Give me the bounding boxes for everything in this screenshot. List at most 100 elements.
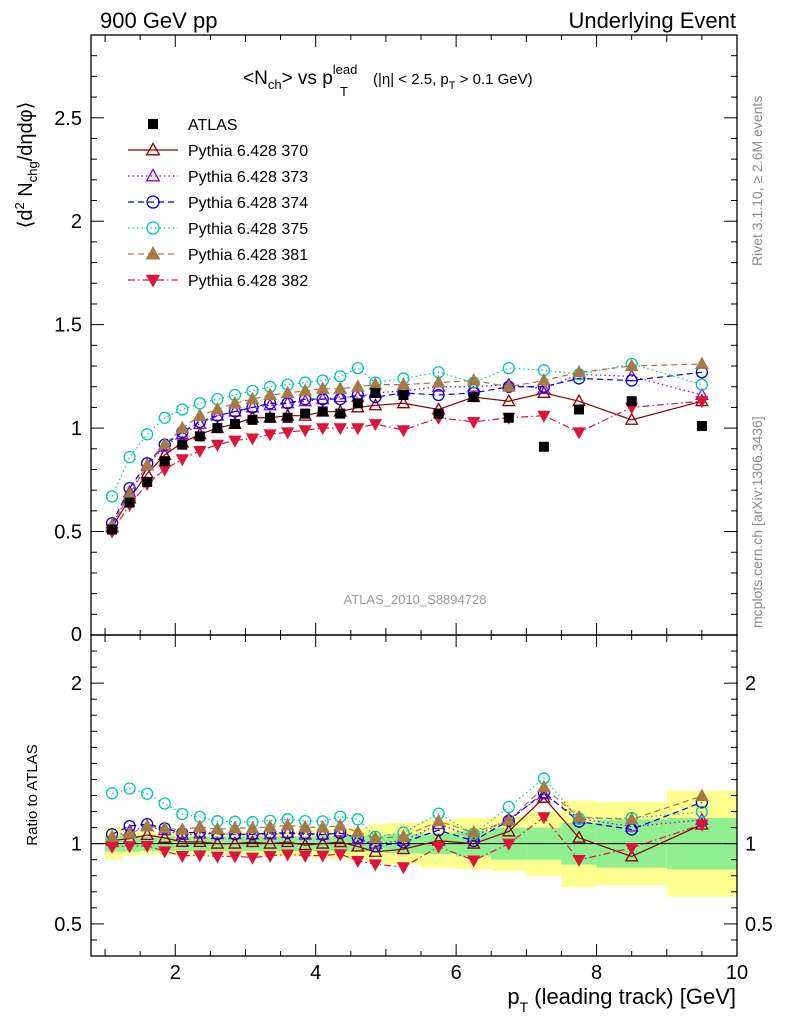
ratio-point-373	[624, 819, 639, 832]
point-382	[158, 464, 172, 477]
title-T-sub: T	[340, 84, 348, 99]
ratio-point-382	[431, 841, 446, 854]
point-382	[210, 439, 225, 452]
legend-label-381: Pythia 6.428 381	[188, 247, 308, 264]
point-381	[175, 420, 190, 434]
title-main: <N	[243, 68, 268, 89]
series-ratio-381	[105, 779, 709, 844]
ratio-point-382	[280, 849, 295, 862]
point-ATLAS	[177, 439, 188, 450]
point-ATLAS	[282, 412, 293, 423]
title-cut-sub: T	[449, 80, 456, 92]
legend-marker-375	[146, 221, 160, 235]
ratio-point-375	[176, 807, 189, 821]
ratio-point-375	[695, 805, 709, 819]
ratio-point-381	[537, 779, 551, 793]
x-tick-label: 10	[726, 962, 748, 984]
xlabel-rest: (leading track) [GeV]	[528, 984, 736, 1009]
x-tick-label: 4	[310, 962, 321, 984]
point-373	[537, 381, 551, 394]
xlabel-sub: T	[520, 999, 529, 1015]
point-375	[105, 490, 119, 503]
legend-label-382: Pythia 6.428 382	[188, 273, 308, 290]
legend-entry-ATLAS: ATLAS	[148, 117, 238, 134]
ratio-point-370	[245, 834, 260, 848]
point-381	[431, 375, 446, 388]
axis-ticks	[91, 35, 738, 956]
ratio-point-381	[572, 809, 586, 823]
point-ATLAS	[626, 396, 637, 407]
point-382	[537, 410, 551, 423]
point-381	[695, 356, 709, 370]
ratio-point-381	[210, 821, 225, 835]
legend-label-373: Pythia 6.428 373	[188, 169, 308, 186]
ratio-y-tick-label-right: 0.5	[745, 914, 773, 936]
point-375	[351, 361, 364, 375]
main-y-axis-label: ⟨d2 Nchg/dηdφ⟩	[12, 102, 40, 229]
ratio-point-370	[466, 836, 481, 849]
ratio-point-382	[245, 852, 260, 865]
series-line-381	[111, 363, 702, 526]
ratio-point-381	[315, 819, 330, 833]
series-line-374	[111, 371, 702, 524]
main-y-tick-label: 2	[71, 211, 82, 233]
ratio-point-373	[537, 786, 551, 800]
ratio-point-381	[105, 829, 119, 843]
point-381	[298, 383, 313, 396]
ratio-point-381	[122, 826, 137, 839]
point-382	[298, 425, 312, 438]
legend-label-375: Pythia 6.428 375	[188, 221, 308, 238]
main-y-tick-label: 1	[71, 418, 82, 440]
ratio-point-382	[396, 862, 411, 875]
point-381	[466, 373, 481, 386]
point-381	[396, 377, 411, 390]
ratio-point-373	[280, 825, 295, 838]
ratio-point-373	[333, 824, 348, 837]
x-tick-label: 8	[591, 962, 602, 984]
point-381	[333, 381, 348, 394]
xlabel-p: p	[507, 984, 519, 1009]
point-382	[175, 454, 189, 467]
ratio-point-382	[158, 846, 172, 859]
legend-marker-ATLAS	[148, 119, 158, 129]
point-ATLAS	[503, 412, 514, 423]
point-373	[333, 389, 348, 403]
ratio-point-370	[624, 849, 639, 862]
legend-marker-373	[145, 168, 161, 182]
point-381	[280, 385, 295, 398]
legend-entry-381: Pythia 6.428 381	[128, 246, 308, 264]
ratio-point-382	[298, 850, 312, 863]
ratio-point-382	[316, 850, 330, 863]
legend-marker-374	[146, 195, 160, 209]
ratio-point-381	[263, 819, 277, 832]
point-ATLAS	[696, 421, 707, 432]
ratio-point-375	[158, 797, 171, 810]
ratio-point-382	[695, 819, 709, 832]
series-main-381	[105, 356, 709, 531]
mcplots-citation-label: mcplots.cern.ch [arXiv:1306.3436]	[749, 416, 765, 628]
point-373	[228, 404, 242, 417]
ratio-point-382	[351, 855, 365, 868]
ratio-point-382	[572, 854, 586, 867]
legend-marker-370	[145, 142, 161, 156]
main-y-tick-label: 0.5	[54, 522, 82, 544]
ratio-point-370	[572, 830, 586, 843]
ylabel-a: ⟨d	[15, 209, 37, 228]
ratio-y-axis-label: Ratio to ATLAS	[24, 744, 41, 845]
point-375	[141, 428, 154, 441]
point-382	[467, 416, 481, 429]
point-381	[350, 379, 365, 392]
ratio-point-375	[141, 787, 154, 800]
x-tick-label: 6	[451, 962, 462, 984]
ratio-point-370	[350, 839, 365, 852]
point-381	[245, 391, 260, 405]
ylabel-c: /dηdφ⟩	[15, 102, 37, 162]
point-ATLAS	[107, 524, 118, 535]
point-381	[140, 457, 155, 471]
title-main-sub: ch	[268, 77, 282, 92]
ratio-point-381	[350, 824, 365, 838]
point-382	[396, 425, 411, 438]
ratio-point-381	[140, 818, 155, 832]
ratio-point-373	[245, 826, 260, 840]
point-ATLAS	[335, 408, 346, 419]
